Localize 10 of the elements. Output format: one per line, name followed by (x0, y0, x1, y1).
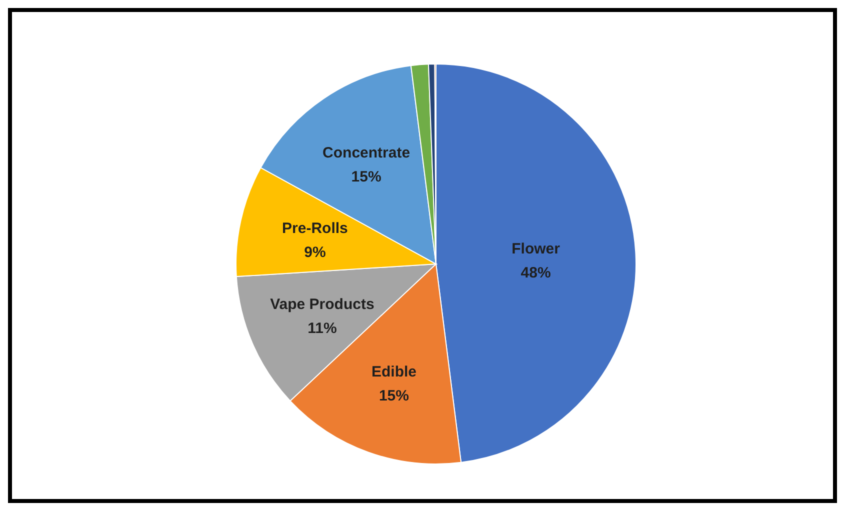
data-label: 9% (304, 244, 326, 261)
data-label: 15% (378, 388, 410, 405)
data-label: 48% (520, 264, 551, 282)
slice-label: Vape Products (270, 296, 374, 314)
slice-label: Flower (512, 240, 560, 258)
data-label: 11% (308, 320, 337, 338)
data-label: 15% (351, 168, 382, 186)
slice-label: Edible (371, 364, 417, 381)
slice-label: Concentrate (322, 144, 410, 162)
slice-label: Pre-Rolls (282, 220, 348, 237)
